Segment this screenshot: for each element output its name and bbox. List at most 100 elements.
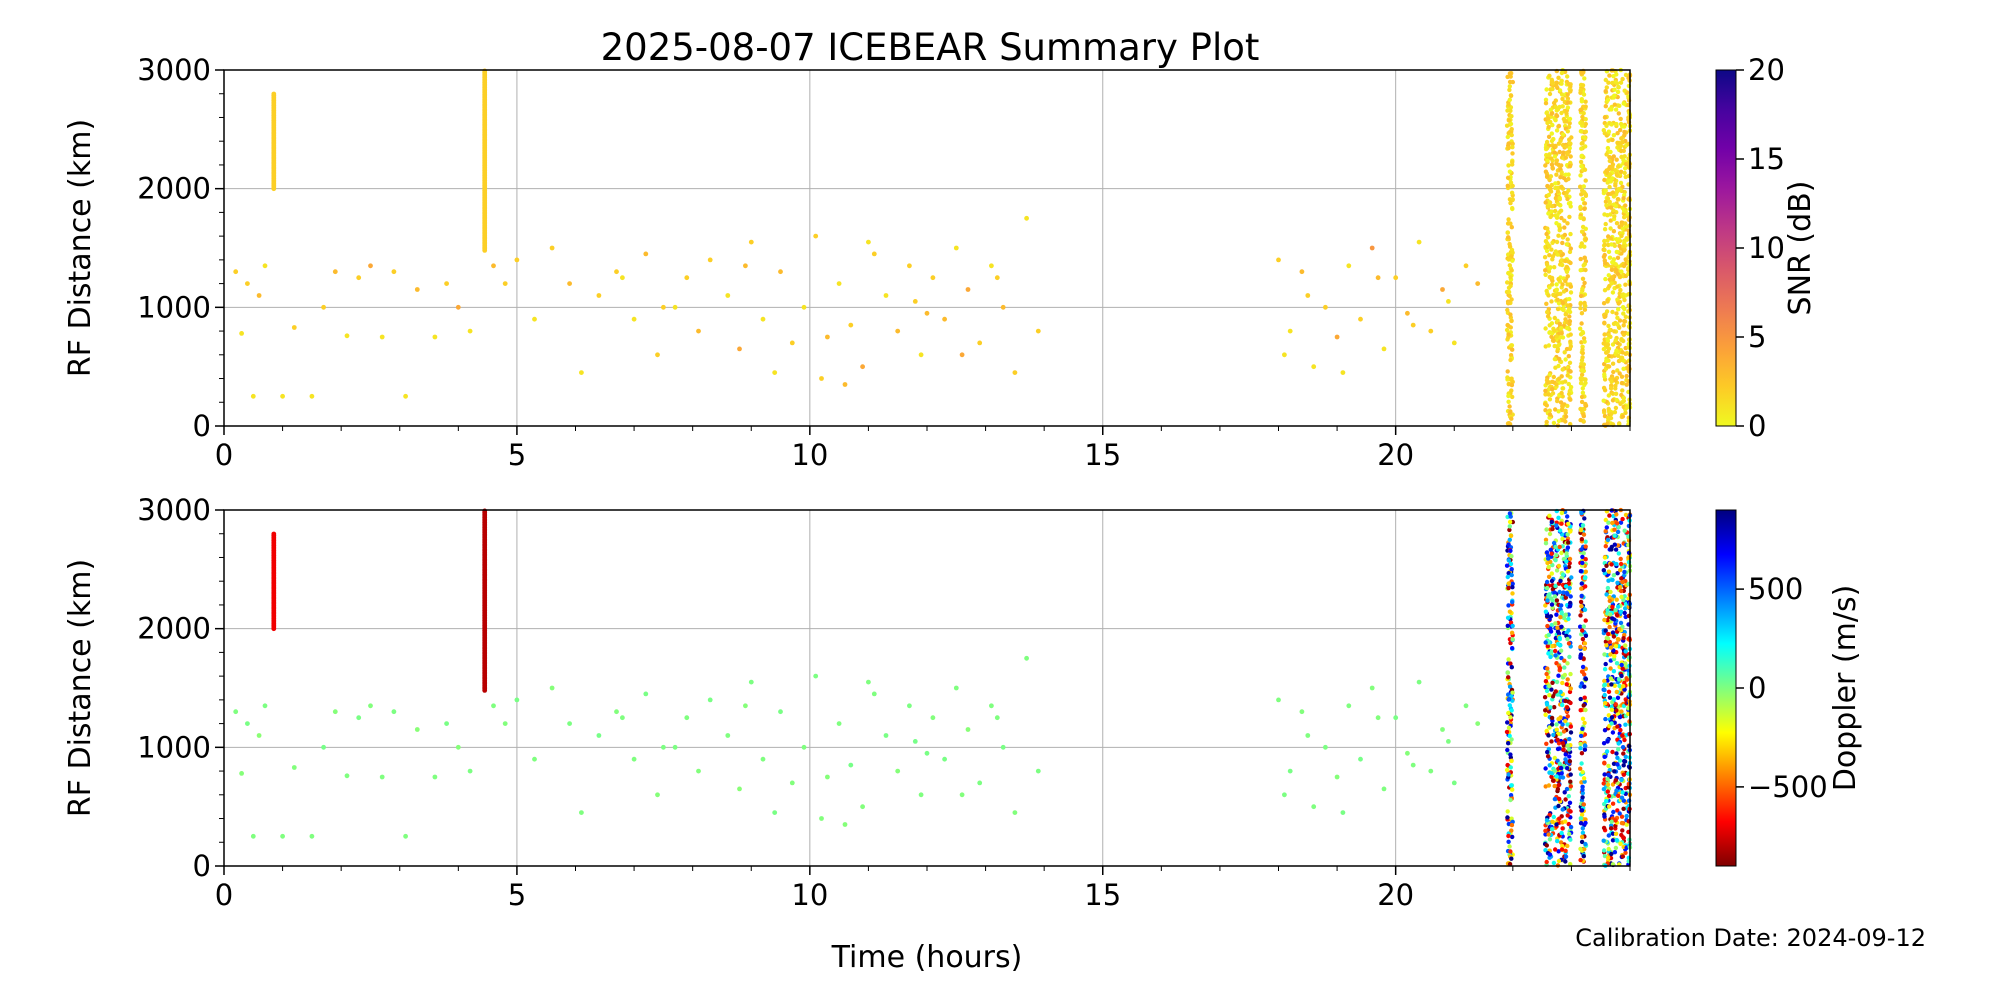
snr-panel-point xyxy=(1603,260,1608,266)
snr-panel-point xyxy=(1369,245,1375,251)
doppler-colorbar-tick-label: 500 xyxy=(1748,572,1803,606)
snr-panel-point xyxy=(1568,290,1574,295)
snr-panel-point xyxy=(1580,386,1586,391)
snr-colorbar-tick-label: 5 xyxy=(1748,320,1766,354)
doppler-panel-point xyxy=(1506,585,1511,591)
doppler-panel-point xyxy=(1560,807,1565,812)
snr-panel-point xyxy=(1579,372,1585,377)
calibration-note: Calibration Date: 2024-09-12 xyxy=(1575,924,1926,952)
snr-panel-point xyxy=(1560,367,1565,372)
snr-panel-point xyxy=(1550,379,1555,384)
doppler-panel-ytick-label: 2000 xyxy=(137,612,211,646)
snr-panel-point xyxy=(1608,236,1614,241)
snr-panel-point xyxy=(1555,252,1560,257)
doppler-panel-point xyxy=(1556,673,1561,678)
doppler-panel-point xyxy=(1546,832,1551,837)
doppler-panel-point xyxy=(1579,761,1584,766)
snr-panel-point xyxy=(1463,263,1469,269)
doppler-panel-point xyxy=(1579,751,1585,756)
snr-panel-point xyxy=(1506,141,1512,146)
doppler-panel-point xyxy=(1605,789,1611,794)
snr-panel-point xyxy=(1580,196,1586,202)
doppler-panel-point xyxy=(1553,653,1558,658)
doppler-panel-point xyxy=(1566,540,1571,545)
doppler-panel-point xyxy=(1620,745,1626,750)
doppler-panel-point xyxy=(356,715,362,721)
snr-panel-point xyxy=(1568,246,1574,251)
doppler-panel-point xyxy=(1547,683,1552,689)
snr-panel-point xyxy=(1504,289,1510,295)
doppler-panel-point xyxy=(1550,827,1555,832)
doppler-panel-point xyxy=(1375,715,1381,721)
doppler-panel-point xyxy=(1603,700,1608,706)
snr-panel-point xyxy=(1601,398,1606,403)
doppler-panel-point xyxy=(432,774,438,780)
doppler-panel-point xyxy=(1507,703,1513,708)
snr-panel-point xyxy=(1566,381,1572,387)
doppler-panel-point xyxy=(1508,849,1513,854)
doppler-panel-point xyxy=(1561,615,1567,621)
snr-panel-point xyxy=(1605,97,1611,103)
snr-panel-point xyxy=(1601,128,1607,133)
snr-panel-point xyxy=(1613,204,1619,209)
doppler-panel-point xyxy=(1607,513,1612,518)
snr-panel-point xyxy=(332,269,338,275)
snr-panel-point xyxy=(1608,386,1614,391)
doppler-panel-point xyxy=(1566,747,1572,752)
snr-panel-point xyxy=(1560,301,1566,306)
doppler-panel-point xyxy=(1545,749,1550,755)
doppler-panel-point xyxy=(1601,786,1607,792)
snr-panel-point xyxy=(743,263,748,269)
snr-panel-point xyxy=(1552,265,1557,270)
doppler-panel-point xyxy=(1607,624,1612,630)
snr-panel-point xyxy=(245,281,250,286)
snr-panel-point xyxy=(1562,350,1567,355)
snr-panel-point xyxy=(883,293,889,298)
doppler-panel-point xyxy=(1618,561,1624,567)
snr-panel-point xyxy=(1579,71,1584,76)
snr-panel-point xyxy=(1603,276,1608,282)
snr-panel-point xyxy=(1614,172,1620,178)
snr-panel-point xyxy=(1579,141,1585,146)
snr-panel-point xyxy=(1508,221,1513,226)
snr-panel-point xyxy=(1509,297,1514,302)
snr-panel-point xyxy=(789,340,795,346)
snr-panel-point xyxy=(1323,304,1328,310)
snr-panel-point xyxy=(1375,275,1381,281)
snr-panel-point xyxy=(455,304,461,310)
doppler-panel-point xyxy=(1606,793,1612,799)
snr-panel-point xyxy=(1546,192,1552,198)
doppler-panel-point xyxy=(1565,766,1570,771)
doppler-panel-point xyxy=(1566,616,1571,622)
doppler-panel-point xyxy=(1579,586,1584,591)
doppler-panel-point xyxy=(655,792,660,798)
doppler-panel-point xyxy=(1604,592,1609,597)
snr-panel-point xyxy=(672,304,678,310)
doppler-panel-point xyxy=(1567,556,1573,562)
snr-panel-point xyxy=(1609,411,1614,417)
snr-panel-point xyxy=(1507,244,1513,249)
snr-panel-point xyxy=(1565,74,1570,79)
snr-panel-point xyxy=(1601,341,1606,346)
snr-panel-point xyxy=(1509,388,1514,393)
snr-panel-point xyxy=(1506,102,1511,107)
snr-panel-point xyxy=(1583,104,1588,109)
doppler-panel-point xyxy=(1562,790,1567,795)
snr-panel-point xyxy=(1614,157,1619,162)
doppler-panel-point xyxy=(1560,680,1565,686)
doppler-panel-point xyxy=(1619,777,1624,783)
doppler-panel-point xyxy=(1606,520,1611,525)
doppler-panel-point xyxy=(250,833,256,839)
doppler-panel-point xyxy=(1580,830,1586,835)
snr-panel-point xyxy=(1542,255,1548,260)
snr-panel-point xyxy=(1611,257,1617,262)
doppler-panel-point xyxy=(1609,547,1614,552)
doppler-panel-ytick-label: 1000 xyxy=(137,730,211,764)
snr-panel-point xyxy=(895,328,901,334)
doppler-panel-point xyxy=(959,792,965,798)
snr-panel-point xyxy=(1543,169,1549,174)
snr-panel-point xyxy=(1560,262,1565,268)
doppler-panel-point xyxy=(1505,670,1511,675)
doppler-panel-point xyxy=(1556,741,1562,746)
doppler-panel-point xyxy=(1583,618,1588,623)
